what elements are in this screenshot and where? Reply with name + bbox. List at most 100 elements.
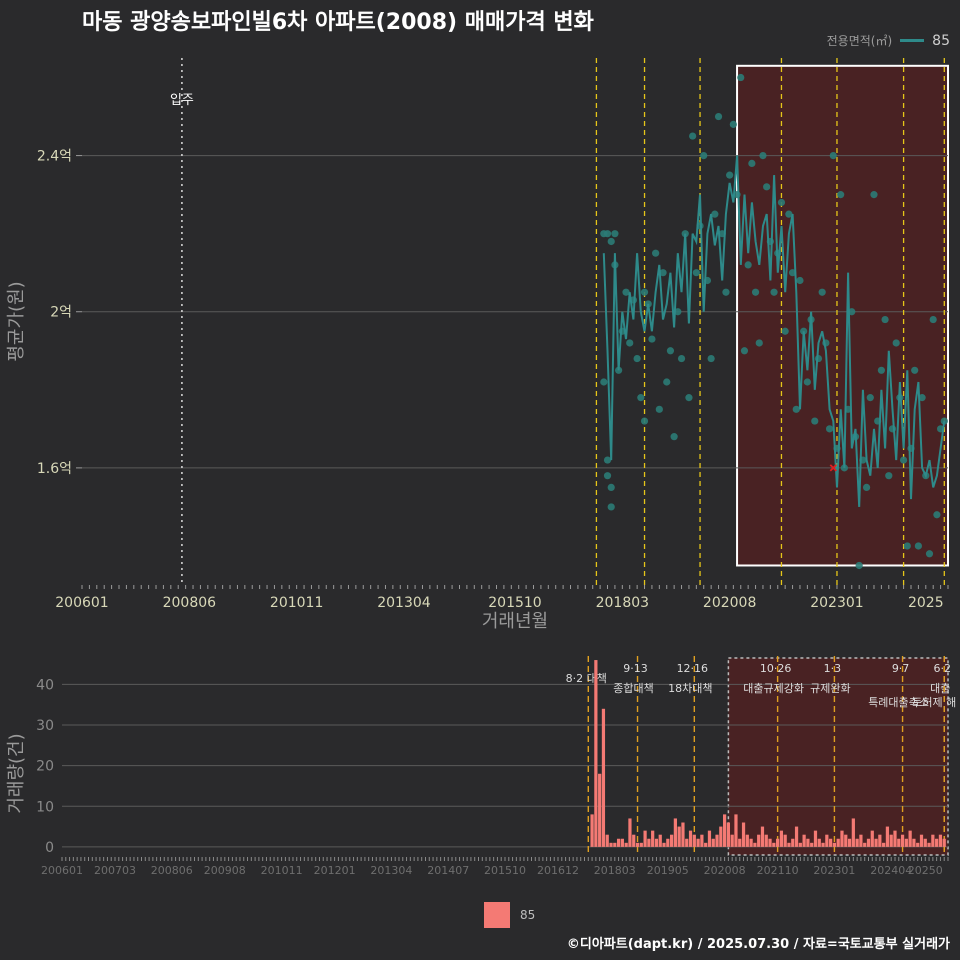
price-point xyxy=(670,433,678,441)
credit-line: ©디아파트(dapt.kr) / 2025.07.30 / 자료=국토교통부 실… xyxy=(566,937,950,952)
price-point xyxy=(607,503,615,511)
volume-bar xyxy=(783,834,787,847)
volume-bar xyxy=(938,834,943,847)
volume-bar xyxy=(900,834,905,847)
volume-bar xyxy=(609,842,613,847)
volume-bar xyxy=(594,660,598,847)
price-point xyxy=(607,483,615,492)
policy-label: 9·7 xyxy=(892,662,910,675)
price-point xyxy=(726,171,734,179)
special-point-marker xyxy=(829,464,837,472)
price-point xyxy=(674,308,682,316)
legend-line-swatch xyxy=(900,39,925,42)
volume-bar xyxy=(866,838,871,847)
price-point xyxy=(777,198,786,207)
price-point xyxy=(918,394,926,402)
volume-bar xyxy=(669,834,674,847)
volume-bar xyxy=(605,834,609,847)
price-point xyxy=(652,249,660,257)
y-axis-title-volume: 거래량(건) xyxy=(6,733,27,813)
price-point xyxy=(689,132,697,140)
price-point xyxy=(711,210,719,218)
volume-bar xyxy=(791,838,795,847)
volume-bar xyxy=(908,830,912,847)
price-point xyxy=(603,472,612,480)
volume-bar xyxy=(647,838,651,847)
x-tick-label-volume: 200601 xyxy=(41,864,83,877)
policy-sublabel: 종합대책 xyxy=(613,682,653,695)
volume-bar xyxy=(745,834,749,847)
price-point xyxy=(848,308,856,316)
x-tick-label-volume: 202301 xyxy=(813,864,855,877)
volume-bar xyxy=(874,838,878,847)
volume-bar xyxy=(889,834,893,847)
price-point xyxy=(866,394,874,402)
x-tick-label-volume: 201201 xyxy=(314,864,356,877)
policy-sublabel: 규제완화 xyxy=(810,682,850,695)
x-axis-title: 거래년월 xyxy=(482,611,548,632)
price-point xyxy=(611,230,619,238)
volume-bar xyxy=(651,830,655,847)
volume-bar xyxy=(741,822,746,847)
volume-bar xyxy=(829,838,833,847)
volume-bar xyxy=(897,838,901,847)
volume-bar xyxy=(870,830,874,847)
volume-bar xyxy=(772,842,776,847)
volume-bar xyxy=(734,814,738,847)
y-tick-label: 1.6억 xyxy=(37,461,72,477)
price-line xyxy=(602,155,946,507)
x-tick-label-volume: 201905 xyxy=(647,864,689,877)
volume-bar xyxy=(919,834,924,847)
policy-label: 6·2 xyxy=(933,662,951,675)
volume-bar xyxy=(726,822,731,847)
policy-label: 9·13 xyxy=(623,662,648,675)
price-point xyxy=(877,366,885,374)
policy-label: 8·2 대책 xyxy=(566,672,607,685)
price-point xyxy=(870,191,878,199)
volume-bar xyxy=(931,834,935,847)
price-point xyxy=(862,483,871,492)
y-tick-label-volume: 0 xyxy=(45,840,54,856)
volume-bar xyxy=(927,842,931,847)
price-point xyxy=(707,354,715,363)
volume-bar xyxy=(832,842,837,847)
price-point xyxy=(911,366,919,374)
volume-bar xyxy=(851,818,855,847)
price-point xyxy=(748,159,756,167)
volume-bar xyxy=(688,830,693,847)
price-point xyxy=(648,335,656,343)
x-tick-label-volume: 201304 xyxy=(370,864,412,877)
policy-sublabel: 대출 xyxy=(930,682,950,695)
price-point xyxy=(837,191,845,199)
highlight-region-bottom xyxy=(727,657,949,856)
price-point xyxy=(622,288,630,296)
volume-bar xyxy=(696,838,700,847)
policy-sublabel: 특례대출축소 xyxy=(868,696,929,709)
volume-bar xyxy=(624,842,628,847)
volume-bar xyxy=(753,842,757,847)
volume-bar xyxy=(764,834,768,847)
x-tick-label: 201510 xyxy=(488,595,541,611)
price-point xyxy=(914,542,922,550)
price-point xyxy=(607,237,615,246)
volume-bar xyxy=(654,838,659,847)
price-point xyxy=(803,378,811,386)
volume-bar xyxy=(760,826,765,847)
volume-bar xyxy=(632,834,636,847)
volume-bar xyxy=(613,842,617,847)
legend-area-label: 전용면적(㎡) xyxy=(826,34,893,48)
price-point xyxy=(892,339,900,347)
price-point xyxy=(855,561,863,570)
price-point xyxy=(763,183,771,191)
volume-bar xyxy=(692,834,696,847)
chart-title: 마동 광양송보파인빌6차 아파트(2008) 매매가격 변화 xyxy=(82,10,594,35)
volume-bar xyxy=(722,814,727,847)
x-tick-label-volume: 201803 xyxy=(594,864,636,877)
price-point xyxy=(751,288,760,296)
policy-sublabel: 대출규제강화 xyxy=(743,682,804,695)
price-point xyxy=(729,120,737,128)
volume-bar xyxy=(704,842,708,847)
volume-bar xyxy=(681,822,685,847)
volume-bar xyxy=(798,842,802,847)
volume-bar xyxy=(719,826,723,847)
